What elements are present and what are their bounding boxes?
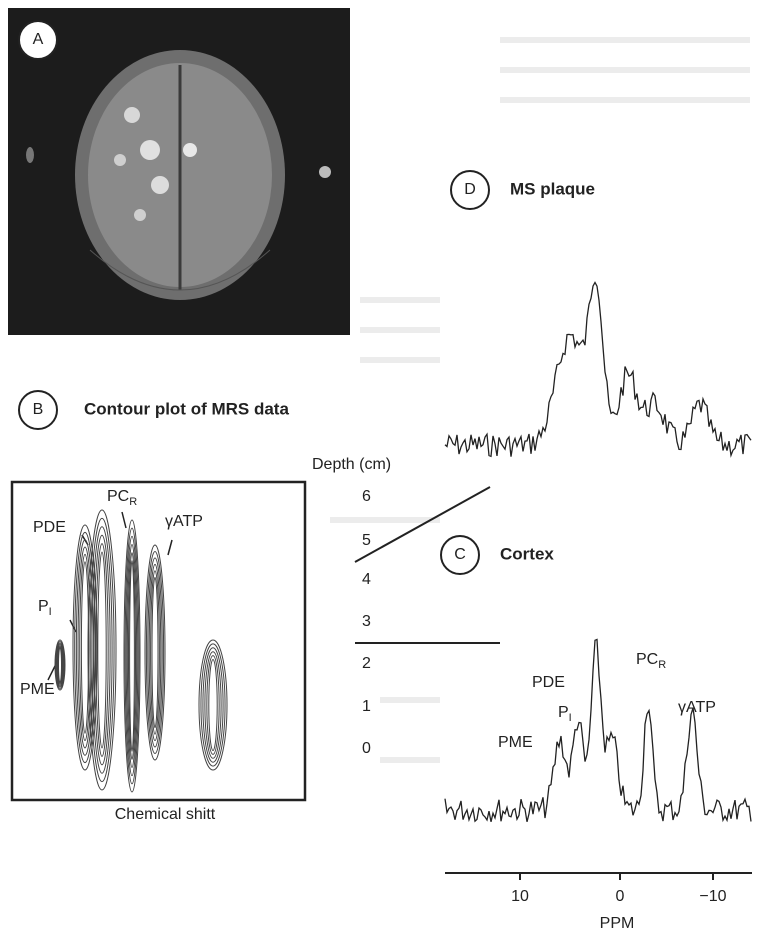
peak-label: PCR [636, 651, 666, 671]
panel-label: A [33, 31, 44, 48]
peak-label: PME [20, 681, 55, 698]
ppm-tick-label: 10 [511, 888, 529, 905]
contour [152, 577, 158, 728]
contour [209, 660, 217, 751]
spectrum [445, 640, 751, 822]
peak-name: γATP [678, 699, 716, 716]
peak-label: PI [38, 598, 52, 618]
peak-name: PC [636, 651, 658, 668]
contour [59, 648, 62, 683]
panel-title: Contour plot of MRS data [84, 399, 289, 418]
panel-label: B [33, 401, 44, 418]
contour [148, 558, 162, 747]
ppm-tick-label: 0 [616, 888, 625, 905]
peak-name: P [38, 598, 49, 615]
peak-subscript: I [49, 606, 52, 618]
peak-subscript: I [569, 712, 572, 724]
depth-tick-label: 5 [362, 532, 371, 549]
peak-name: γATP [165, 513, 203, 530]
page: {"panels": { "a": {"label": "A"}, "b": {… [0, 0, 760, 935]
contour [203, 648, 223, 762]
peak-subscript: R [658, 659, 666, 671]
peak-name: PME [20, 681, 55, 698]
panel-title: MS plaque [510, 179, 595, 198]
background-text [330, 40, 750, 760]
peak-label: PCR [107, 488, 137, 508]
contour [130, 561, 135, 751]
depth-tick-label: 0 [362, 740, 371, 757]
axis-title: Chemical shitt [115, 806, 216, 823]
contour [98, 552, 106, 748]
spectrum [445, 283, 751, 457]
figure: A B C D Contour plot of MRS data Cortex MS pla… [0, 0, 760, 935]
peak-label: γATP [165, 513, 203, 530]
depth-tick-label: 2 [362, 655, 371, 672]
pointer [122, 512, 126, 528]
peak-label: PI [558, 704, 572, 724]
peak-label: PDE [33, 519, 66, 536]
panel-label: D [464, 181, 476, 198]
peak-name: PDE [532, 674, 565, 691]
peak-name: PC [107, 488, 129, 505]
peak-label: PDE [532, 674, 565, 691]
pointer [168, 540, 172, 555]
peak-label: γATP [678, 699, 716, 716]
peak-name: PDE [33, 519, 66, 536]
contour [126, 536, 138, 775]
peak-name: P [558, 704, 569, 721]
ppm-tick-label: −10 [699, 888, 726, 905]
contour [76, 540, 93, 756]
panel-label: C [454, 546, 466, 563]
depth-tick-label: 4 [362, 571, 371, 588]
axis-title: PPM [600, 915, 635, 932]
depth-tick-label: 1 [362, 698, 371, 715]
depth-tick-label: 3 [362, 613, 371, 630]
axis-title: Depth (cm) [312, 456, 391, 473]
mri-image [8, 8, 350, 335]
panel-title: Cortex [500, 544, 554, 563]
depth-tick-label: 6 [362, 488, 371, 505]
peak-subscript: R [129, 496, 137, 508]
peak-name: PME [498, 734, 533, 751]
peak-label: PME [498, 734, 533, 751]
